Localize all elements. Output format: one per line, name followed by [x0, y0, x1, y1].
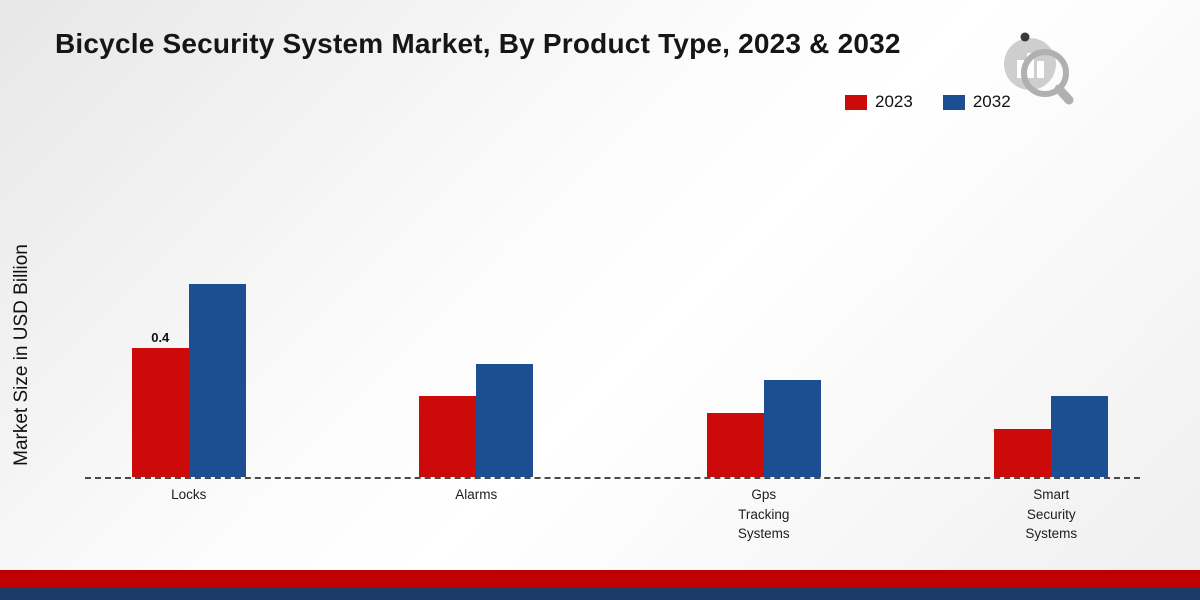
bar-2032-locks — [188, 284, 246, 477]
bar-2032-smart-security-systems — [1051, 396, 1109, 477]
bar-wrap — [476, 364, 534, 477]
footer-navy-stripe — [0, 588, 1200, 600]
x-axis-baseline — [85, 477, 1140, 479]
bar-group-gps-tracking-systems — [620, 380, 908, 477]
x-axis-label-cell: Alarms — [333, 485, 621, 544]
bar-wrap: 0.4 — [131, 330, 189, 477]
bar-2023-gps-tracking-systems — [706, 413, 764, 477]
bar-2023-alarms — [419, 396, 477, 477]
legend: 2023 2032 — [845, 92, 1011, 112]
x-axis-label-cell: Gps Tracking Systems — [620, 485, 908, 544]
bar-2032-gps-tracking-systems — [763, 380, 821, 477]
legend-item-2032: 2032 — [942, 92, 1011, 112]
legend-item-2023: 2023 — [845, 92, 913, 112]
bar-wrap — [419, 396, 477, 477]
bar-2023-smart-security-systems — [994, 429, 1052, 477]
legend-label: 2032 — [972, 92, 1011, 111]
legend-label: 2023 — [875, 92, 913, 111]
market-research-logo-icon — [1004, 32, 1074, 105]
bar-group-alarms — [333, 364, 621, 477]
x-axis-labels: Locks Alarms Gps Tracking Systems Smart Sec… — [45, 485, 1195, 544]
bar-group-locks: 0.4 — [45, 284, 333, 477]
footer-red-stripe — [0, 570, 1200, 588]
bar-2032-alarms — [476, 364, 534, 477]
bar-value-label: 0.4 — [151, 330, 170, 345]
bar-wrap — [188, 284, 246, 477]
x-axis-label-smart-security-systems: Smart Security Systems — [1025, 487, 1078, 542]
x-axis-label-cell: Locks — [45, 485, 333, 544]
bar-wrap — [994, 429, 1052, 477]
x-axis-label-cell: Smart Security Systems — [908, 485, 1196, 544]
plot-area: 0.4 — [45, 240, 1195, 477]
chart-title: Bicycle Security System Market, By Produ… — [55, 28, 901, 59]
x-axis-label-gps-tracking-systems: Gps Tracking Systems — [737, 487, 790, 542]
bar-wrap — [706, 413, 764, 477]
bar-2023-locks — [131, 348, 189, 477]
x-axis-label-locks: Locks — [171, 487, 207, 502]
bar-group-smart-security-systems — [908, 396, 1196, 477]
bar-wrap — [1051, 396, 1109, 477]
x-axis-label-alarms: Alarms — [455, 487, 498, 502]
y-axis-title: Market Size in USD Billion — [11, 244, 32, 466]
bar-wrap — [763, 380, 821, 477]
legend-swatch-icon — [845, 94, 867, 110]
legend-swatch-icon — [942, 94, 965, 110]
